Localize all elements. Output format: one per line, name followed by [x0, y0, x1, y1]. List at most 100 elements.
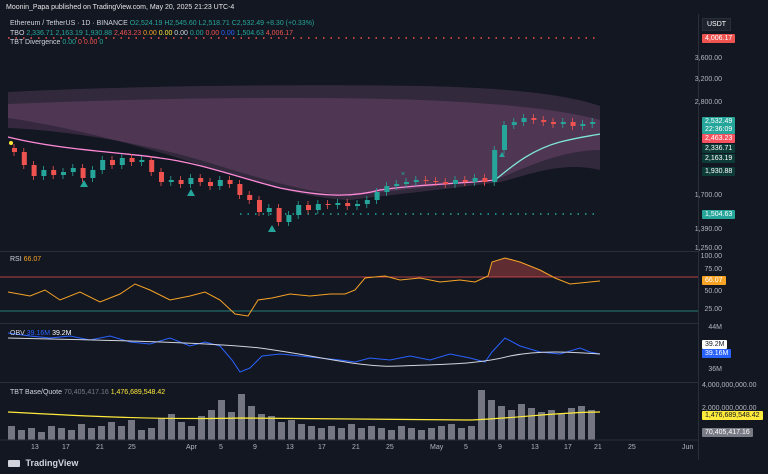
time-tick: 17 [564, 444, 572, 451]
price-tag-resistance: 4,006.17 [702, 34, 736, 43]
price-tick: 2,800.00 [694, 99, 722, 106]
rsi-tag: 66.07 [702, 276, 726, 285]
candle-body [374, 192, 380, 200]
candle-body [100, 160, 106, 170]
candle-body [433, 181, 439, 182]
candle-body [443, 182, 449, 184]
candle-body [570, 122, 576, 126]
divergence-legend[interactable]: TBT Divergence 0.00 0 0.00 0 [10, 39, 103, 46]
symbol-legend[interactable]: Ethereum / TetherUS · 1D · BINANCE O2,52… [10, 20, 314, 27]
volume-bar [258, 414, 265, 440]
high-value: H2,545.60 [164, 20, 197, 27]
candle-body [355, 204, 360, 206]
volume-bars [8, 390, 595, 440]
volume-bar [338, 428, 345, 440]
publisher-line: Moonin_Papa published on TradingView.com… [6, 4, 235, 11]
candle-body [511, 122, 517, 125]
pane-divider[interactable] [0, 323, 698, 324]
candle-body [325, 204, 331, 205]
volume-bar [428, 428, 435, 440]
volume-bar [28, 428, 35, 440]
volume-bar [228, 412, 235, 440]
obv-legend[interactable]: OBV 39.16M 39.2M [10, 330, 72, 337]
tbo-legend[interactable]: TBO 2,336.71 2,163.19 1,930.88 2,463.23 … [10, 30, 293, 37]
volume-bar [188, 426, 195, 440]
candle-body [541, 120, 547, 122]
candle-body [453, 180, 458, 184]
volume-ma-tag: 1,476,689,548.42 [702, 411, 763, 420]
time-tick: 5 [464, 444, 468, 451]
price-axis-line [698, 14, 699, 460]
volume-bar [118, 426, 125, 440]
tbo-value: 0.00 [172, 30, 188, 37]
symbol-name: Ethereum / TetherUS · 1D · BINANCE [10, 20, 128, 27]
pane-divider[interactable] [0, 251, 698, 252]
volume-bar [288, 420, 295, 440]
ema-fast-line [494, 133, 601, 181]
time-tick: 21 [594, 444, 602, 451]
volume-bar [158, 418, 165, 440]
chart-canvas[interactable]: × [0, 0, 698, 474]
volume-bar [248, 406, 255, 440]
price-tick: 1,250.00 [694, 245, 722, 252]
candle-body [502, 125, 507, 150]
base-quote-legend[interactable]: TBT Base/Quote 70,405,417.16 1,476,689,5… [10, 389, 165, 396]
obv-sma-value: 39.2M [52, 330, 72, 337]
time-tick: 25 [628, 444, 636, 451]
tradingview-footer[interactable]: TradingView [8, 458, 78, 468]
tbo-value: 1,504.63 [234, 30, 264, 37]
obv-line [7, 332, 601, 373]
volume-bar [208, 410, 215, 440]
candle-body [227, 180, 233, 184]
candle-body [580, 124, 586, 126]
volume-bar [268, 416, 275, 440]
obv-name: OBV [10, 330, 25, 337]
candle-body [149, 160, 155, 172]
currency-label[interactable]: USDT [702, 18, 732, 31]
volume-bar [48, 426, 55, 440]
volume-bar [178, 422, 185, 440]
candle-body [188, 178, 194, 184]
candle-body [315, 204, 321, 210]
volume-bar [358, 428, 365, 440]
candle-body [80, 168, 86, 178]
rsi-line [7, 257, 601, 317]
time-tick: 17 [318, 444, 326, 451]
candle-body [551, 122, 556, 124]
rsi-name: RSI [10, 256, 22, 263]
candle-body [462, 180, 468, 182]
change-value: +8.30 (+0.33%) [266, 20, 315, 27]
candle-body [306, 205, 311, 210]
rsi-legend[interactable]: RSI 66.07 [10, 256, 41, 263]
ema-line [7, 136, 496, 196]
candle-body [119, 158, 125, 165]
obv-tag: 39.16M [702, 349, 732, 358]
candle-body [423, 180, 429, 181]
volume-bar [488, 400, 495, 440]
buy-signal-marker [268, 225, 276, 232]
tradingview-brand: TradingView [25, 458, 79, 468]
volume-bar [558, 414, 565, 440]
volume-bar [298, 424, 305, 440]
price-tag-red: 2,463.23 [702, 134, 736, 143]
time-tick: 9 [498, 444, 502, 451]
close-value: C2,532.49 [231, 20, 265, 27]
time-tick: 13 [531, 444, 539, 451]
rsi-tick: 25.00 [704, 306, 722, 313]
time-tick: 17 [62, 444, 70, 451]
candle-body [521, 118, 527, 122]
candle-body [70, 168, 76, 172]
alert-dot [9, 141, 13, 145]
pane-divider[interactable] [0, 382, 698, 383]
base-quote-value: 70,405,417.16 [63, 389, 109, 396]
volume-bar [218, 400, 225, 440]
candle-body [110, 160, 115, 165]
tbo-value: 0.00 [219, 30, 235, 37]
tbo-cloud-outer [8, 85, 600, 200]
rsi-tick: 50.00 [704, 288, 722, 295]
volume-tick: 4,000,000,000.00 [702, 382, 757, 389]
volume-bar [528, 408, 535, 440]
candle-body [217, 180, 223, 186]
volume-bar [58, 428, 65, 440]
volume-bar [508, 410, 515, 440]
